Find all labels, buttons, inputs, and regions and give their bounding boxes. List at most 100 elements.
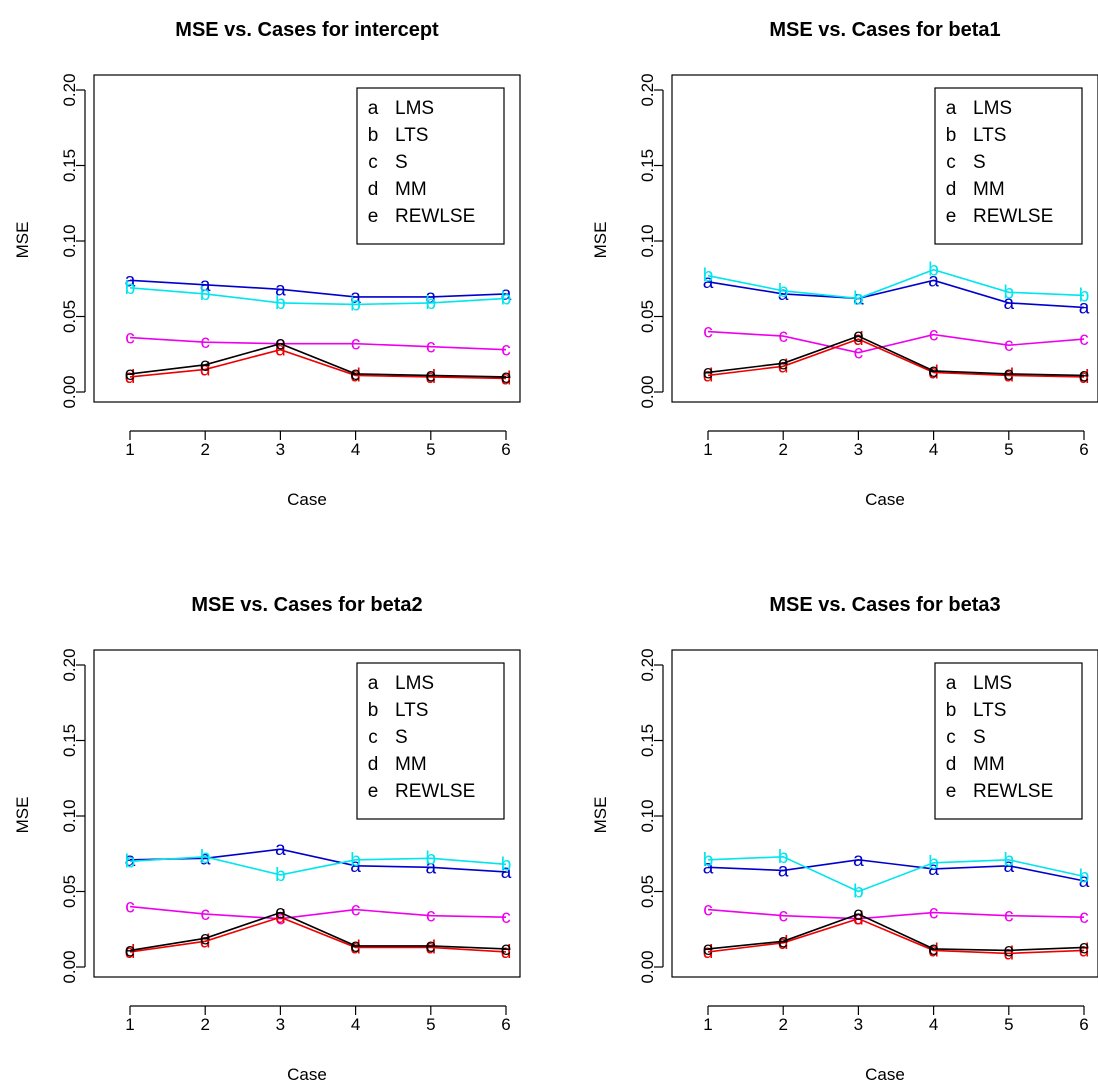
- y-tick-label: 0.10: [638, 799, 657, 832]
- data-point-lts: b: [200, 284, 211, 305]
- data-point-lms: a: [501, 284, 512, 305]
- data-point-rewlse: e: [350, 936, 361, 957]
- x-tick-label: 3: [854, 1015, 863, 1034]
- data-point-s: c: [125, 897, 135, 918]
- data-point-rewlse: e: [501, 939, 512, 960]
- data-point-rewlse: e: [928, 939, 939, 960]
- data-point-lts: b: [501, 854, 512, 875]
- y-tick-label: 0.05: [638, 875, 657, 908]
- legend: a LMS b LTS c Sd MM e REWLSE: [356, 87, 505, 245]
- chart-panel: MSE vs. Cases for intercept 1 2 3 4 5 6 0.00 0.0…: [13, 19, 521, 509]
- x-tick-label: 6: [1079, 1015, 1088, 1034]
- data-point-rewlse: e: [125, 940, 136, 961]
- data-point-rewlse: e: [200, 355, 211, 376]
- data-point-lms: a: [1079, 871, 1090, 892]
- series-line-lts: [707, 855, 1085, 893]
- data-point-mm: d: [350, 365, 361, 386]
- y-tick-label: 0.15: [60, 149, 79, 182]
- data-point-s: c: [854, 343, 864, 364]
- data-point-lms: a: [928, 270, 939, 291]
- series-line-mm: [707, 338, 1085, 378]
- y-tick-label: 0.00: [638, 950, 657, 983]
- chart-panel: MSE vs. Cases for beta3 1 2 3 4 5 6 0.00 0.05 0.1…: [591, 594, 1098, 1084]
- legend-symbol: d: [946, 754, 957, 775]
- x-tick-label: 4: [929, 440, 938, 459]
- legend-entry: LMS: [973, 98, 1012, 119]
- series-line-s: [707, 908, 1085, 920]
- legend-symbol: d: [368, 754, 379, 775]
- series-line-mm: [707, 917, 1085, 955]
- legend: a LMS b LTS c Sd MM e REWLSE: [934, 662, 1083, 820]
- data-point-mm: d: [853, 909, 864, 930]
- series-line-s: [129, 336, 507, 351]
- data-point-s: c: [501, 340, 511, 361]
- data-point-lms: a: [275, 839, 286, 860]
- legend-symbol: e: [368, 206, 379, 227]
- data-point-lts: b: [703, 850, 714, 871]
- y-tick-label: 0.20: [638, 73, 657, 106]
- legend-entry: MM: [973, 754, 1005, 775]
- data-point-rewlse: e: [1004, 364, 1015, 385]
- data-point-lms: a: [1079, 297, 1090, 318]
- data-point-lms: a: [125, 850, 136, 871]
- x-tick-label: 3: [276, 440, 285, 459]
- chart-title: MSE vs. Cases for beta3: [769, 594, 1000, 616]
- data-point-mm: d: [200, 931, 211, 952]
- legend-symbol: e: [946, 206, 957, 227]
- series-line-lts: [129, 287, 507, 306]
- data-point-mm: d: [778, 356, 789, 377]
- y-tick-label: 0.20: [60, 73, 79, 106]
- legend-symbol: c: [368, 727, 378, 748]
- data-point-lts: b: [928, 260, 939, 281]
- legend-box: [356, 87, 505, 245]
- data-point-lms: a: [200, 848, 211, 869]
- data-point-rewlse: e: [1004, 940, 1015, 961]
- data-point-rewlse: e: [778, 353, 789, 374]
- data-point-s: c: [703, 322, 713, 343]
- data-point-rewlse: e: [703, 362, 714, 383]
- plot-frame: [93, 649, 521, 978]
- data-point-rewlse: e: [426, 365, 437, 386]
- legend-entry: S: [973, 727, 986, 748]
- data-point-lts: b: [200, 847, 211, 868]
- data-point-s: c: [778, 326, 788, 347]
- data-point-rewlse: e: [200, 928, 211, 949]
- data-point-lms: a: [853, 850, 864, 871]
- data-point-mm: d: [703, 365, 714, 386]
- x-tick-label: 2: [778, 440, 787, 459]
- series-line-mm: [129, 916, 507, 953]
- data-point-rewlse: e: [1079, 937, 1090, 958]
- data-point-mm: d: [125, 942, 136, 963]
- data-point-mm: d: [426, 937, 437, 958]
- data-point-mm: d: [703, 942, 714, 963]
- legend-symbol: a: [946, 98, 957, 119]
- data-point-lts: b: [125, 278, 136, 299]
- data-point-mm: d: [1079, 367, 1090, 388]
- chart-title: MSE vs. Cases for beta2: [191, 594, 422, 616]
- data-point-lts: b: [426, 293, 437, 314]
- data-point-lts: b: [853, 882, 864, 903]
- data-point-rewlse: e: [501, 367, 512, 388]
- data-point-lts: b: [1079, 866, 1090, 887]
- data-point-lts: b: [275, 293, 286, 314]
- data-point-mm: d: [928, 940, 939, 961]
- x-tick-label: 4: [351, 440, 360, 459]
- y-axis-label: MSE: [13, 222, 32, 259]
- data-point-s: c: [426, 906, 436, 927]
- data-point-mm: d: [125, 367, 136, 388]
- y-tick-label: 0.15: [638, 724, 657, 757]
- data-point-lts: b: [1004, 850, 1015, 871]
- legend-entry: LTS: [973, 700, 1006, 721]
- data-point-rewlse: e: [125, 364, 136, 385]
- y-tick-label: 0.10: [60, 224, 79, 257]
- data-point-s: c: [929, 325, 939, 346]
- y-tick-label: 0.00: [60, 950, 79, 983]
- y-tick-label: 0.05: [60, 875, 79, 908]
- x-axis-label: Case: [287, 490, 327, 509]
- x-tick-label: 1: [703, 440, 712, 459]
- data-point-s: c: [501, 907, 511, 928]
- y-axis-label: MSE: [591, 222, 610, 259]
- data-point-mm: d: [275, 907, 286, 928]
- x-tick-label: 1: [125, 1015, 134, 1034]
